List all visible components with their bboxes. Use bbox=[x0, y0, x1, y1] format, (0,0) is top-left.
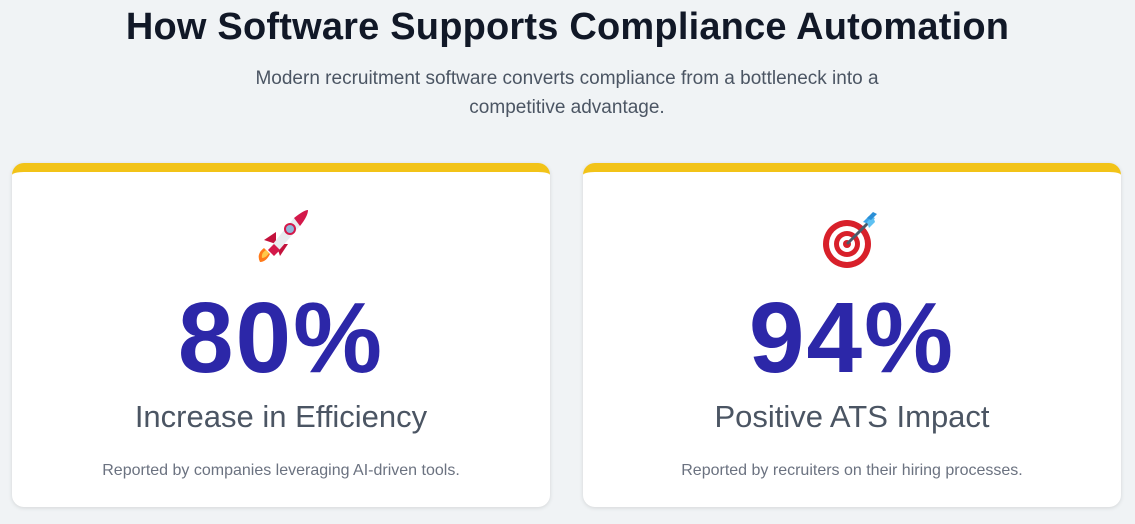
stat-label: Positive ATS Impact bbox=[714, 399, 990, 434]
stat-card-ats: 94% Positive ATS Impact Reported by recr… bbox=[583, 163, 1121, 507]
stat-value: 80% bbox=[177, 282, 385, 394]
stat-label: Increase in Efficiency bbox=[134, 399, 428, 434]
stat-card-efficiency: 80% Increase in Efficiency Reported by c… bbox=[12, 163, 550, 507]
page-subtitle: Modern recruitment software converts com… bbox=[255, 68, 879, 118]
stat-description: Reported by companies leveraging AI-driv… bbox=[102, 462, 460, 479]
stat-description: Reported by recruiters on their hiring p… bbox=[681, 462, 1023, 479]
stat-value: 94% bbox=[748, 282, 956, 394]
rocket-icon bbox=[246, 204, 316, 274]
target-icon bbox=[817, 204, 887, 274]
page-title: How Software Supports Compliance Automat… bbox=[125, 6, 1010, 48]
